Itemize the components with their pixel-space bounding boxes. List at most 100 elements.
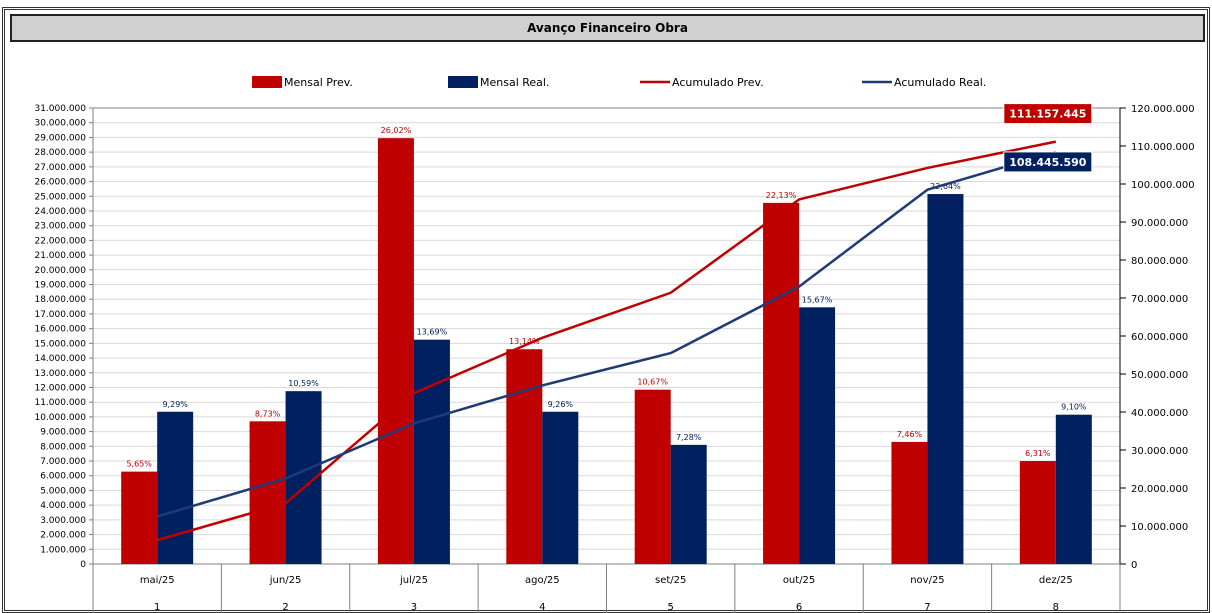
bar-data-label: 13,14% (509, 337, 540, 346)
bar-data-label: 7,46% (897, 430, 923, 439)
left-axis-tick-label: 8.000.000 (40, 442, 86, 452)
left-axis-tick-label: 25.000.000 (34, 192, 86, 202)
category-label: mai/25 (140, 575, 175, 586)
category-number-label: 8 (1053, 602, 1059, 613)
bar-data-label: 8,73% (255, 409, 281, 418)
left-axis-tick-label: 24.000.000 (34, 207, 86, 217)
right-axis-tick-label: 30.000.000 (1131, 446, 1188, 457)
right-axis-tick-label: 0 (1131, 560, 1137, 571)
category-label: set/25 (655, 575, 686, 586)
right-axis-tick-label: 40.000.000 (1131, 408, 1188, 419)
legend-swatch (252, 76, 282, 88)
left-axis-tick-label: 2.000.000 (40, 531, 86, 541)
left-axis-tick-label: 9.000.000 (40, 428, 86, 438)
bar-mensal-real (927, 194, 964, 564)
bar-mensal-real (670, 444, 707, 564)
bar-mensal-prev (377, 138, 414, 564)
category-number-label: 5 (668, 602, 674, 613)
bar-data-label: 26,02% (381, 126, 412, 135)
left-axis-tick-label: 28.000.000 (34, 148, 86, 158)
bar-mensal-prev (1019, 461, 1056, 564)
bar-data-label: 22,64% (930, 182, 961, 191)
callout-box (1003, 103, 1093, 125)
category-number-label: 6 (796, 602, 802, 613)
bar-mensal-real (413, 339, 450, 564)
bar-mensal-prev (249, 421, 286, 564)
callout-box (1003, 151, 1093, 173)
left-axis-tick-label: 14.000.000 (34, 354, 86, 364)
bar-data-label: 13,69% (417, 328, 448, 337)
right-axis-tick-label: 90.000.000 (1131, 218, 1188, 229)
left-axis-tick-label: 22.000.000 (34, 236, 86, 246)
legend-label: Mensal Prev. (284, 76, 353, 89)
left-axis-tick-label: 27.000.000 (34, 163, 86, 173)
bar-mensal-real (799, 307, 836, 564)
right-axis-tick-label: 80.000.000 (1131, 256, 1188, 267)
left-axis-tick-label: 13.000.000 (34, 369, 86, 379)
bar-data-label: 22,13% (766, 191, 797, 200)
left-axis-tick-label: 12.000.000 (34, 383, 86, 393)
left-axis-tick-label: 3.000.000 (40, 516, 86, 526)
category-number-label: 4 (539, 602, 545, 613)
category-number-label: 2 (282, 602, 288, 613)
left-axis-tick-label: 19.000.000 (34, 281, 86, 291)
left-axis-tick-label: 17.000.000 (34, 310, 86, 320)
bar-mensal-real (542, 411, 579, 564)
bar-mensal-prev (506, 349, 543, 564)
left-axis-tick-label: 1.000.000 (40, 545, 86, 555)
bar-mensal-real (1055, 414, 1092, 564)
category-label: ago/25 (525, 575, 560, 586)
left-axis-tick-label: 21.000.000 (34, 251, 86, 261)
left-axis-tick-label: 15.000.000 (34, 339, 86, 349)
line-acumulado-prev (156, 140, 1057, 542)
bar-data-label: 9,10% (1061, 403, 1087, 412)
right-axis-tick-label: 110.000.000 (1131, 142, 1195, 153)
left-axis-tick-label: 23.000.000 (34, 222, 86, 232)
left-axis-tick-label: 29.000.000 (34, 133, 86, 143)
right-axis-tick-label: 70.000.000 (1131, 294, 1188, 305)
bar-mensal-prev (121, 471, 158, 564)
bar-data-label: 7,28% (676, 433, 702, 442)
chart-title: Avanço Financeiro Obra (10, 14, 1205, 42)
bar-mensal-prev (634, 389, 671, 564)
category-number-label: 1 (154, 602, 160, 613)
left-axis-tick-label: 26.000.000 (34, 178, 86, 188)
left-axis-tick-label: 11.000.000 (34, 398, 86, 408)
left-axis-tick-label: 30.000.000 (34, 119, 86, 129)
bar-mensal-real (157, 411, 194, 564)
left-axis-tick-label: 4.000.000 (40, 501, 86, 511)
legend-swatch (448, 76, 478, 88)
legend-label: Mensal Real. (480, 76, 549, 89)
category-label: jul/25 (399, 575, 428, 586)
right-axis-tick-label: 100.000.000 (1131, 180, 1195, 191)
bar-mensal-prev (763, 202, 800, 564)
plot-area-border (92, 107, 1121, 565)
left-axis-tick-label: 7.000.000 (40, 457, 86, 467)
bar-data-label: 9,26% (548, 400, 574, 409)
left-axis-tick-label: 5.000.000 (40, 486, 86, 496)
left-axis-tick-label: 31.000.000 (34, 104, 86, 114)
category-label: jun/25 (269, 575, 302, 586)
left-axis-tick-label: 20.000.000 (34, 266, 86, 276)
bar-data-label: 15,67% (802, 295, 833, 304)
bar-data-label: 9,29% (162, 400, 188, 409)
right-axis-tick-label: 120.000.000 (1131, 104, 1195, 115)
category-number-label: 3 (411, 602, 417, 613)
bar-data-label: 6,31% (1025, 449, 1051, 458)
callout-label: 111.157.445 (1009, 108, 1086, 121)
left-axis-tick-label: 6.000.000 (40, 472, 86, 482)
bar-data-label: 5,65% (126, 460, 152, 469)
left-axis-tick-label: 0 (80, 560, 86, 570)
callout-label: 108.445.590 (1009, 156, 1087, 169)
right-axis-tick-label: 50.000.000 (1131, 370, 1188, 381)
legend-label: Acumulado Prev. (672, 76, 764, 89)
right-axis-tick-label: 60.000.000 (1131, 332, 1188, 343)
bar-mensal-prev (891, 441, 928, 564)
left-axis-tick-label: 10.000.000 (34, 413, 86, 423)
category-label: out/25 (783, 575, 815, 586)
legend-label: Acumulado Real. (894, 76, 986, 89)
category-label: dez/25 (1039, 575, 1073, 586)
left-axis-tick-label: 18.000.000 (34, 295, 86, 305)
